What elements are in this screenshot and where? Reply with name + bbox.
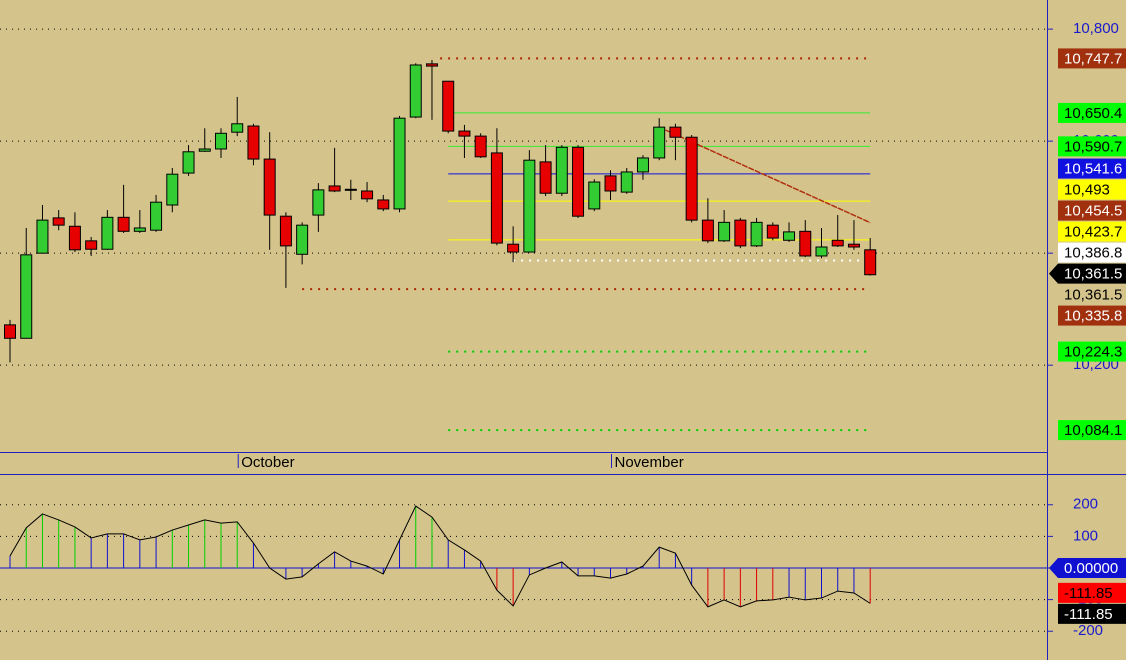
price-tag [1058, 200, 1126, 221]
candle-body [198, 148, 211, 152]
price-tag-label: 10,454.5 [1064, 203, 1122, 220]
candle-body [653, 126, 666, 159]
candle-body [393, 117, 406, 210]
x-tick-label: November [615, 454, 684, 471]
price-tag [1058, 179, 1126, 200]
price-tag [1058, 136, 1126, 157]
candle-body [799, 230, 812, 257]
price-tag [1058, 582, 1126, 603]
price-tag-label: 10,335.8 [1064, 308, 1122, 325]
candle-body [247, 125, 260, 160]
candle-body [20, 254, 33, 339]
candle-body [523, 159, 536, 253]
candle-body [36, 219, 49, 254]
candle-body [718, 221, 731, 242]
candle-body [636, 157, 649, 173]
price-tag-label: 0.00000 [1064, 560, 1118, 577]
price-tag [1058, 305, 1126, 326]
price-tag [1058, 102, 1126, 123]
y-tick-label: 100 [1073, 527, 1098, 544]
price-tag [1058, 158, 1126, 179]
price-tag [1058, 603, 1126, 624]
candle-body [474, 135, 487, 158]
price-tag-label: 10,361.5 [1064, 287, 1122, 304]
y-tick-label: -200 [1073, 622, 1103, 639]
oscillator-line [9, 505, 871, 608]
candle-body [68, 225, 81, 251]
price-tag-label: 10,650.4 [1064, 105, 1122, 122]
price-tag-label: 10,361.5 [1064, 266, 1122, 283]
candle-body [750, 221, 763, 247]
candle-body [101, 216, 114, 250]
price-tag-label: 10,224.3 [1064, 344, 1122, 361]
candle-body [588, 181, 601, 210]
price-tag-label: 10,493 [1064, 182, 1110, 199]
price-tag-label: 10,423.7 [1064, 224, 1122, 241]
price-tag [1049, 558, 1126, 578]
candle-body [312, 189, 325, 216]
candle-body [166, 173, 179, 206]
candle-body [328, 185, 341, 192]
price-tag-label: 10,386.8 [1064, 245, 1122, 262]
candle-body [214, 132, 227, 150]
candle-body [85, 240, 98, 250]
price-tag [1058, 242, 1126, 263]
candle-body [279, 215, 292, 247]
candle-body [361, 190, 374, 200]
candle-body [425, 63, 438, 67]
candle-body [409, 64, 422, 118]
price-tag-label: -111.85 [1064, 606, 1113, 623]
candle-body [831, 239, 844, 247]
candle-body [117, 216, 130, 232]
candle-body [490, 152, 503, 244]
candle-body [52, 217, 65, 226]
candle-body [4, 324, 16, 339]
candle-body [377, 199, 390, 210]
price-tag [1058, 420, 1126, 441]
price-tag-label: -111.85 [1064, 585, 1113, 602]
candle-body [150, 201, 163, 231]
candle-body [133, 227, 146, 232]
y-tick-label: 10,800 [1073, 20, 1119, 37]
candle-body [507, 243, 520, 253]
price-tag [1058, 341, 1126, 362]
candle-body [344, 188, 357, 191]
price-tag [1058, 48, 1126, 69]
candle-body [685, 136, 698, 221]
candle-body [572, 146, 585, 217]
candle-body [458, 130, 471, 137]
x-tick-label: October [241, 454, 294, 471]
candle-body [701, 219, 714, 242]
candle-body [231, 123, 244, 133]
candle-body [734, 219, 747, 247]
candle-body [766, 224, 779, 239]
price-tag-label: 10,590.7 [1064, 138, 1122, 155]
candle-body [864, 249, 877, 276]
price-tag-label: 10,747.7 [1064, 50, 1122, 67]
price-tag [1058, 221, 1126, 242]
candle-body [847, 243, 860, 248]
candle-body [263, 158, 276, 216]
candle-body [555, 146, 568, 194]
candle-body [442, 80, 455, 132]
price-tag [1049, 263, 1126, 284]
candle-body [620, 171, 633, 193]
candle-body [539, 161, 552, 194]
candle-body [815, 246, 828, 257]
candle-body [783, 231, 796, 241]
price-tag-label: 10,541.6 [1064, 161, 1122, 178]
candle-body [604, 175, 617, 192]
candle-body [296, 224, 309, 255]
price-tag-label: 10,084.1 [1064, 422, 1122, 439]
candle-body [669, 126, 682, 138]
y-tick-label: 200 [1073, 496, 1098, 513]
candle-body [182, 151, 195, 174]
